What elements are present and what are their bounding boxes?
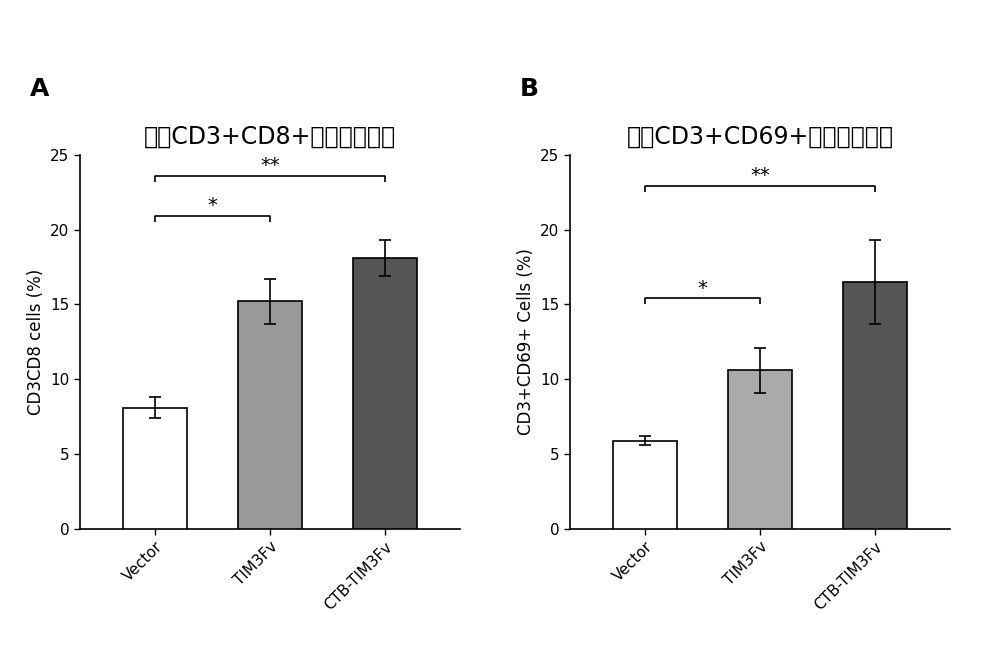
Title: 脾脏CD3+CD69+淋巴细胞比例: 脾脏CD3+CD69+淋巴细胞比例 [626, 124, 894, 149]
Text: *: * [697, 279, 707, 298]
Text: **: ** [750, 166, 770, 186]
Text: **: ** [260, 156, 280, 175]
Y-axis label: CD3+CD69+ Cells (%): CD3+CD69+ Cells (%) [517, 248, 535, 435]
Y-axis label: CD3CD8 cells (%): CD3CD8 cells (%) [27, 269, 45, 415]
Title: 脾脏CD3+CD8+淋巴细胞比例: 脾脏CD3+CD8+淋巴细胞比例 [144, 124, 396, 149]
Bar [123, 408, 187, 529]
Bar [843, 282, 907, 529]
Text: B: B [520, 77, 539, 101]
Text: A: A [30, 77, 49, 101]
Bar [353, 258, 417, 529]
Bar [613, 441, 677, 529]
Bar [728, 370, 792, 529]
Bar [238, 301, 302, 529]
Text: *: * [207, 197, 217, 215]
